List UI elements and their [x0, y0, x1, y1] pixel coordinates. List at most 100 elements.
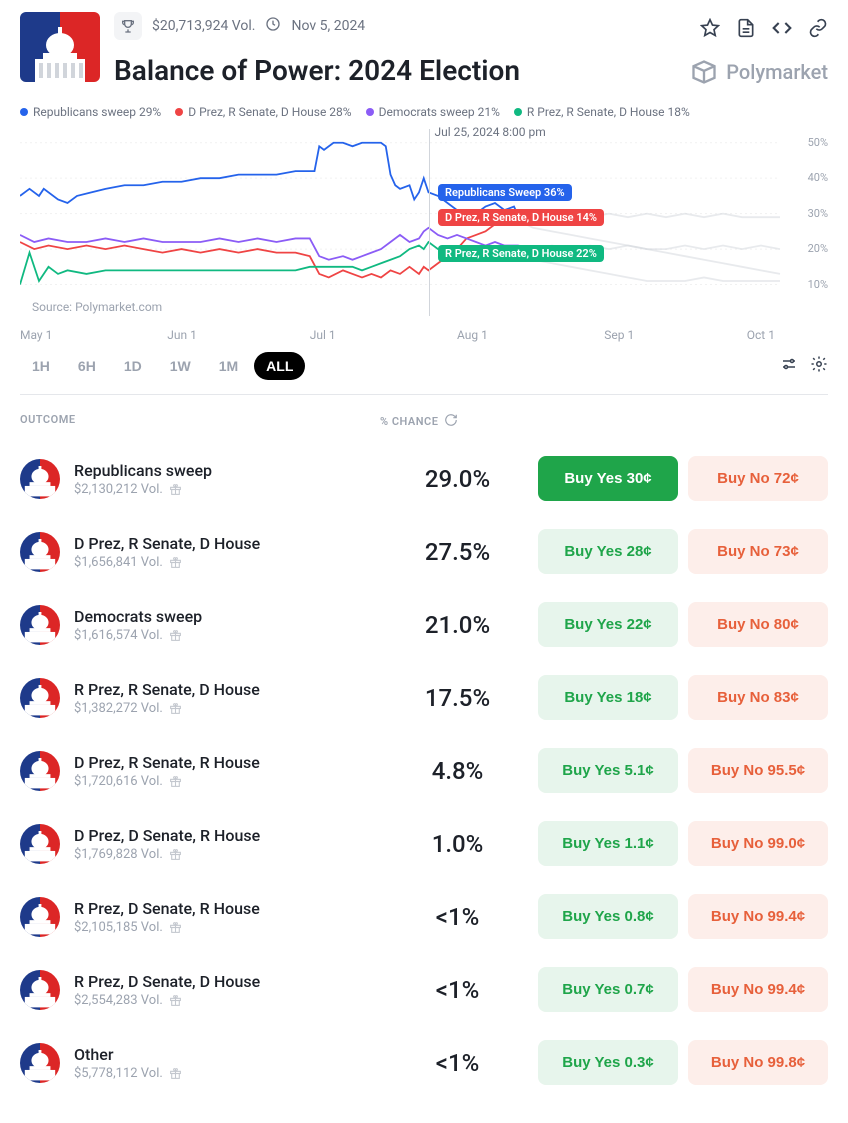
buy-yes-button[interactable]: Buy Yes 22¢ [538, 602, 678, 647]
buy-no-button[interactable]: Buy No 99.4¢ [688, 894, 828, 939]
buy-no-button[interactable]: Buy No 73¢ [688, 529, 828, 574]
chart-xlabel: Sep 1 [604, 328, 634, 342]
outcome-volume: $1,720,616 Vol. [74, 774, 260, 789]
volume-text: $20,713,924 Vol. [152, 18, 255, 34]
buy-no-button[interactable]: Buy No 80¢ [688, 602, 828, 647]
outcome-chance: 27.5% [380, 538, 535, 566]
timeframe-1d[interactable]: 1D [112, 352, 154, 380]
outcome-volume: $1,769,828 Vol. [74, 847, 260, 862]
outcome-name: R Prez, D Senate, R House [74, 899, 260, 918]
col-chance-header: % CHANCE [380, 415, 438, 428]
outcome-name: D Prez, R Senate, R House [74, 753, 260, 772]
chart-tooltip: Republicans Sweep 36% [438, 184, 572, 201]
outcome-row: D Prez, R Senate, D House $1,656,841 Vol… [20, 515, 828, 588]
outcome-icon [20, 678, 60, 718]
chart-legend: Republicans sweep 29% D Prez, R Senate, D… [20, 105, 828, 119]
date-text: Nov 5, 2024 [291, 18, 365, 34]
legend-item[interactable]: Democrats sweep 21% [366, 105, 500, 119]
gear-icon[interactable] [810, 355, 828, 377]
outcome-name: Other [74, 1045, 182, 1064]
clock-icon [265, 16, 281, 36]
legend-item[interactable]: R Prez, R Senate, D House 18% [514, 105, 690, 119]
chart-hover-time: Jul 25, 2024 8:00 pm [435, 125, 546, 139]
embed-icon[interactable] [772, 18, 792, 42]
timeframe-6h[interactable]: 6H [66, 352, 108, 380]
chart-tooltip: D Prez, R Senate, D House 14% [438, 209, 604, 226]
buy-yes-button[interactable]: Buy Yes 0.3¢ [538, 1040, 678, 1085]
chart-ylabel: 40% [808, 171, 828, 184]
chart-tooltip: R Prez, R Senate, D House 22% [438, 245, 604, 262]
outcome-volume: $2,554,283 Vol. [74, 993, 260, 1008]
timeframe-1m[interactable]: 1M [207, 352, 250, 380]
outcome-volume: $5,778,112 Vol. [74, 1066, 182, 1081]
buy-no-button[interactable]: Buy No 83¢ [688, 675, 828, 720]
outcome-name: D Prez, R Senate, D House [74, 534, 260, 553]
outcome-volume: $2,105,185 Vol. [74, 920, 260, 935]
outcome-row: R Prez, R Senate, D House $1,382,272 Vol… [20, 661, 828, 734]
buy-yes-button[interactable]: Buy Yes 0.8¢ [538, 894, 678, 939]
outcome-volume: $1,616,574 Vol. [74, 628, 202, 643]
outcome-icon [20, 824, 60, 864]
buy-yes-button[interactable]: Buy Yes 5.1¢ [538, 748, 678, 793]
col-outcome-header: OUTCOME [20, 413, 380, 430]
trophy-icon [114, 12, 142, 40]
outcome-chance: <1% [380, 976, 535, 1004]
settings-sliders-icon[interactable] [780, 355, 798, 377]
outcome-row: D Prez, R Senate, R House $1,720,616 Vol… [20, 734, 828, 807]
chart-ylabel: 30% [808, 207, 828, 220]
chart-xlabel: Jun 1 [167, 328, 197, 342]
timeframe-1h[interactable]: 1H [20, 352, 62, 380]
outcome-row: Other $5,778,112 Vol. <1% Buy Yes 0.3¢ B… [20, 1026, 828, 1099]
market-logo [20, 12, 100, 82]
outcome-icon [20, 532, 60, 572]
outcome-chance: 1.0% [380, 830, 535, 858]
timeframe-selector: 1H6H1D1W1MALL [20, 352, 305, 380]
timeframe-all[interactable]: ALL [254, 352, 305, 380]
outcome-name: D Prez, D Senate, R House [74, 826, 260, 845]
outcome-chance: 4.8% [380, 757, 535, 785]
outcome-icon [20, 751, 60, 791]
buy-no-button[interactable]: Buy No 72¢ [688, 456, 828, 501]
buy-no-button[interactable]: Buy No 99.0¢ [688, 821, 828, 866]
document-icon[interactable] [736, 18, 756, 42]
outcome-icon [20, 897, 60, 937]
chart-source: Source: Polymarket.com [28, 298, 166, 316]
chart-ylabel: 10% [808, 278, 828, 291]
buy-yes-button[interactable]: Buy Yes 28¢ [538, 529, 678, 574]
outcome-row: D Prez, D Senate, R House $1,769,828 Vol… [20, 807, 828, 880]
buy-no-button[interactable]: Buy No 99.8¢ [688, 1040, 828, 1085]
outcome-chance: <1% [380, 1049, 535, 1077]
outcome-volume: $1,382,272 Vol. [74, 701, 260, 716]
outcome-name: R Prez, R Senate, D House [74, 680, 260, 699]
outcome-volume: $2,130,212 Vol. [74, 482, 212, 497]
outcome-row: Democrats sweep $1,616,574 Vol. 21.0% Bu… [20, 588, 828, 661]
outcome-row: R Prez, D Senate, D House $2,554,283 Vol… [20, 953, 828, 1026]
outcome-icon [20, 1043, 60, 1083]
timeframe-1w[interactable]: 1W [158, 352, 203, 380]
buy-no-button[interactable]: Buy No 99.4¢ [688, 967, 828, 1012]
outcome-chance: <1% [380, 903, 535, 931]
outcome-chance: 29.0% [380, 465, 535, 493]
outcome-name: Republicans sweep [74, 461, 212, 480]
legend-item[interactable]: D Prez, R Senate, D House 28% [175, 105, 351, 119]
chart-xlabel: Oct 1 [747, 328, 775, 342]
buy-yes-button[interactable]: Buy Yes 18¢ [538, 675, 678, 720]
star-icon[interactable] [700, 18, 720, 42]
chart-xaxis: May 1Jun 1Jul 1Aug 1Sep 1Oct 1 [20, 324, 780, 352]
price-chart[interactable]: 10%20%30%40%50% Jul 25, 2024 8:00 pm Rep… [20, 125, 828, 320]
outcome-icon [20, 970, 60, 1010]
outcome-name: R Prez, D Senate, D House [74, 972, 260, 991]
link-icon[interactable] [808, 18, 828, 42]
outcome-row: R Prez, D Senate, R House $2,105,185 Vol… [20, 880, 828, 953]
refresh-icon[interactable] [444, 413, 458, 430]
buy-yes-button[interactable]: Buy Yes 0.7¢ [538, 967, 678, 1012]
polymarket-logo: Polymarket [690, 58, 828, 86]
outcome-row: Republicans sweep $2,130,212 Vol. 29.0% … [20, 442, 828, 515]
chart-xlabel: May 1 [20, 328, 52, 342]
outcome-icon [20, 605, 60, 645]
buy-yes-button[interactable]: Buy Yes 30¢ [538, 456, 678, 501]
buy-no-button[interactable]: Buy No 95.5¢ [688, 748, 828, 793]
outcome-chance: 17.5% [380, 684, 535, 712]
buy-yes-button[interactable]: Buy Yes 1.1¢ [538, 821, 678, 866]
legend-item[interactable]: Republicans sweep 29% [20, 105, 161, 119]
